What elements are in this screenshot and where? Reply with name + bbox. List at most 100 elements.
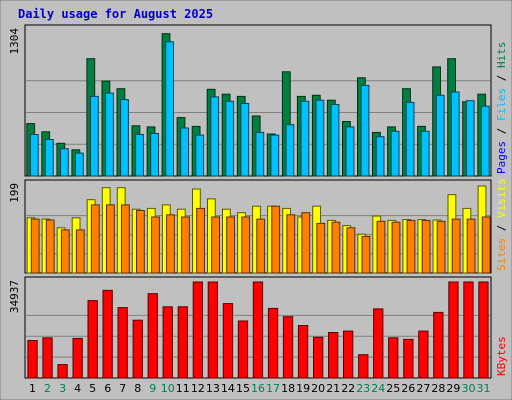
x-tick-label-22: 22 <box>341 382 355 395</box>
bar-kbytes-2 <box>42 337 53 379</box>
bar-files-13 <box>210 96 220 177</box>
bar-sites-24 <box>376 220 386 274</box>
bar-sites-9 <box>151 216 160 274</box>
x-tick-label-7: 7 <box>119 382 126 395</box>
bar-sites-7 <box>121 204 130 274</box>
bar-kbytes-6 <box>102 289 113 379</box>
bar-files-7 <box>120 99 129 177</box>
bar-sites-6 <box>106 204 115 274</box>
bar-kbytes-23 <box>358 354 369 379</box>
bar-files-12 <box>195 134 205 177</box>
x-axis-labels: 1 2 3 4 5 6 7 8 9 10 11 12 13 14 15 16 17 18 19 20 21 22 23 24 2… <box>29 382 491 395</box>
bar-sites-31 <box>481 216 491 274</box>
x-tick-label-15: 15 <box>236 382 250 395</box>
bar-sites-5 <box>90 204 100 274</box>
bar-files-5 <box>90 95 99 177</box>
x-tick-label-3: 3 <box>59 382 66 395</box>
bar-kbytes-27 <box>418 330 429 379</box>
legend-entry-kbytes: KBytes <box>495 336 508 376</box>
panel-kbytes: 34937 KBytes <box>8 276 508 379</box>
bar-files-24 <box>375 136 385 177</box>
x-tick-label-19: 19 <box>296 382 310 395</box>
x-tick-label-13: 13 <box>206 382 220 395</box>
bar-kbytes-16 <box>252 281 264 379</box>
bar-files-11 <box>180 127 189 177</box>
x-tick-label-11: 11 <box>176 382 190 395</box>
bar-kbytes-22 <box>343 330 354 379</box>
bar-sites-25 <box>391 221 401 274</box>
bar-files-23 <box>360 84 370 177</box>
x-tick-label-16: 16 <box>251 382 265 395</box>
legend-entry-files: Files <box>495 88 508 121</box>
bar-sites-11 <box>181 216 190 274</box>
panel-hits-files-pages-legend: Pages / Files / Hits <box>495 42 508 175</box>
bar-kbytes-31 <box>478 281 489 379</box>
x-tick-label-10: 10 <box>161 382 175 395</box>
bar-sites-22 <box>346 227 356 274</box>
legend-separator: / <box>495 121 508 141</box>
bar-kbytes-9 <box>147 293 158 379</box>
bar-sites-18 <box>286 214 296 274</box>
bar-kbytes-7 <box>117 307 128 379</box>
bar-files-1 <box>29 134 39 177</box>
bar-files-2 <box>44 139 54 177</box>
bar-kbytes-5 <box>87 300 98 379</box>
bar-sites-1 <box>30 218 40 274</box>
bar-sites-27 <box>421 219 431 274</box>
bar-files-21 <box>330 104 340 177</box>
x-tick-label-29: 29 <box>446 382 460 395</box>
bar-kbytes-29 <box>448 281 459 379</box>
legend-entry-sites: Sites <box>495 238 508 271</box>
panel-kbytes-legend: KBytes <box>495 336 508 376</box>
bar-sites-14 <box>226 216 235 274</box>
bar-sites-15 <box>241 216 251 274</box>
bar-kbytes-19 <box>297 325 309 379</box>
panel-visits-sites: 199 Sites / Visits <box>8 178 508 274</box>
bar-files-27 <box>420 130 430 177</box>
legend-separator: / <box>495 68 508 88</box>
panel-kbytes-ymax-label: 34937 <box>8 280 21 313</box>
x-tick-label-24: 24 <box>371 382 385 395</box>
bar-kbytes-20 <box>313 336 324 379</box>
x-tick-label-17: 17 <box>266 382 280 395</box>
bar-kbytes-25 <box>388 337 399 379</box>
bar-kbytes-3 <box>57 364 68 379</box>
x-tick-label-23: 23 <box>356 382 370 395</box>
bar-sites-17 <box>271 205 281 274</box>
x-tick-label-21: 21 <box>326 382 340 395</box>
bar-sites-20 <box>316 222 326 274</box>
bar-kbytes-21 <box>328 332 339 379</box>
bar-files-15 <box>240 103 250 177</box>
panel-hits-files-pages: 1304 Pages / Files / Hits <box>8 24 508 177</box>
bar-kbytes-28 <box>433 311 444 379</box>
x-tick-label-14: 14 <box>221 382 235 395</box>
bar-files-30 <box>465 100 475 177</box>
bar-files-22 <box>345 126 355 177</box>
bar-files-18 <box>285 124 295 177</box>
bar-files-31 <box>480 105 490 177</box>
bar-sites-21 <box>331 221 341 274</box>
bar-sites-29 <box>451 218 461 274</box>
bar-kbytes-1 <box>27 340 38 379</box>
bar-files-20 <box>315 99 325 177</box>
legend-entry-pages: Pages <box>495 141 508 174</box>
chart-panels: 1304 Pages / Files / Hits 199 Sites / Visit… <box>8 24 508 379</box>
bar-kbytes-12 <box>192 281 203 379</box>
bar-files-9 <box>150 133 159 177</box>
bar-files-3 <box>60 148 69 177</box>
chart-title: Daily usage for August 2025 <box>18 7 213 21</box>
x-tick-label-6: 6 <box>104 382 111 395</box>
bar-sites-19 <box>301 212 311 274</box>
panel-hits-files-pages-ymax-label: 1304 <box>8 28 21 55</box>
bar-sites-8 <box>136 210 145 274</box>
bar-sites-30 <box>466 218 476 274</box>
panel-visits-sites-legend: Sites / Visits <box>495 178 508 271</box>
x-tick-label-12: 12 <box>191 382 205 395</box>
bar-kbytes-18 <box>282 316 294 379</box>
bar-sites-26 <box>406 219 416 274</box>
x-tick-label-18: 18 <box>281 382 295 395</box>
bar-files-16 <box>255 131 265 177</box>
bar-sites-2 <box>45 219 55 274</box>
x-tick-label-28: 28 <box>431 382 445 395</box>
